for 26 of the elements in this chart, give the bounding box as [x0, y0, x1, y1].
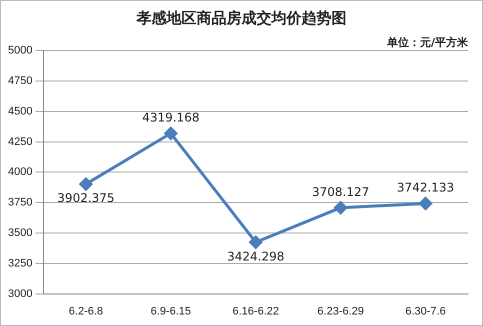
point [419, 197, 432, 210]
x-tick-label: 6.30-7.6 [405, 305, 446, 318]
data-label: 4319.168 [142, 110, 200, 125]
x-tick-label: 6.2-6.8 [68, 305, 104, 318]
data-label: 3902.375 [57, 191, 115, 206]
data-label: 3742.133 [396, 180, 454, 195]
y-tick-label: 3750 [8, 196, 32, 209]
chart-title: 孝感地区商品房成交均价趋势图 [135, 9, 348, 28]
y-tick-label: 4750 [8, 75, 32, 88]
point [164, 126, 178, 140]
y-tick-label: 4250 [8, 136, 32, 148]
data-label: 3424.298 [227, 249, 284, 264]
y-tick-label: 3500 [8, 227, 32, 240]
data-label: 3708.127 [312, 184, 370, 199]
y-tick-label: 3000 [8, 288, 32, 300]
x-tick-label: 6.23-6.29 [317, 305, 364, 318]
y-tick-label: 3250 [8, 257, 32, 270]
point [79, 178, 92, 191]
y-tick-label: 4000 [8, 166, 32, 178]
text: 单位：元/平方米 [386, 35, 468, 50]
x-tick-label: 6.9-6.15 [150, 305, 192, 318]
point [249, 236, 262, 249]
y-tick-label: 5000 [8, 44, 32, 57]
point [334, 201, 348, 214]
y-tick-label: 4500 [8, 105, 32, 118]
x-tick-label: 6.16-6.22 [232, 305, 279, 318]
